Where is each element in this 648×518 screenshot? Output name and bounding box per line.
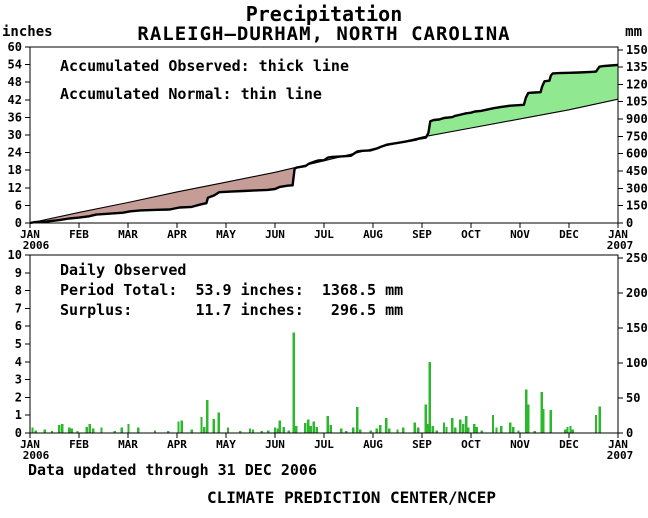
svg-text:5: 5 <box>15 337 22 351</box>
svg-text:JAN: JAN <box>20 438 40 451</box>
svg-text:36: 36 <box>8 110 22 124</box>
svg-text:0: 0 <box>15 426 22 440</box>
svg-text:0: 0 <box>626 216 633 230</box>
svg-text:24: 24 <box>8 146 22 160</box>
legend-observed-label: Accumulated Observed: thick line <box>60 57 349 75</box>
data-updated-note: Data updated through 31 DEC 2006 <box>28 461 317 479</box>
surplus-value: Surplus: 11.7 inches: 296.5 mm <box>60 301 404 319</box>
svg-text:NOV: NOV <box>510 438 530 451</box>
svg-text:42: 42 <box>8 93 22 107</box>
svg-text:FEB: FEB <box>69 228 89 241</box>
left-axis-unit-label: inches <box>2 24 53 40</box>
svg-text:6: 6 <box>15 319 22 333</box>
accumulated-chart: 0612182430364248546001503004506007509001… <box>8 40 648 252</box>
svg-text:DEC: DEC <box>559 438 579 451</box>
svg-text:JUL: JUL <box>314 438 334 451</box>
svg-text:JAN: JAN <box>20 228 40 241</box>
svg-text:JUL: JUL <box>314 228 334 241</box>
svg-text:10: 10 <box>8 248 22 262</box>
svg-text:OCT: OCT <box>461 228 481 241</box>
svg-text:0: 0 <box>626 426 633 440</box>
svg-text:750: 750 <box>626 129 648 143</box>
svg-text:900: 900 <box>626 112 648 126</box>
svg-text:1200: 1200 <box>626 77 648 91</box>
period-total-value: Period Total: 53.9 inches: 1368.5 mm <box>60 281 404 299</box>
svg-text:3: 3 <box>15 373 22 387</box>
svg-text:OCT: OCT <box>461 438 481 451</box>
svg-text:FEB: FEB <box>69 438 89 451</box>
svg-text:6: 6 <box>15 198 22 212</box>
svg-text:30: 30 <box>8 128 22 142</box>
svg-text:1500: 1500 <box>626 43 648 57</box>
daily-observed-heading: Daily Observed <box>60 261 187 279</box>
svg-text:JUN: JUN <box>265 228 285 241</box>
svg-text:AUG: AUG <box>363 228 383 241</box>
station-name: RALEIGH–DURHAM, NORTH CAROLINA <box>137 23 511 45</box>
svg-text:AUG: AUG <box>363 438 383 451</box>
svg-text:450: 450 <box>626 164 648 178</box>
svg-text:300: 300 <box>626 181 648 195</box>
svg-text:2007: 2007 <box>607 449 634 462</box>
svg-text:MAR: MAR <box>118 228 138 241</box>
svg-text:18: 18 <box>8 163 22 177</box>
svg-text:54: 54 <box>8 58 22 72</box>
svg-text:7: 7 <box>15 301 22 315</box>
svg-text:9: 9 <box>15 266 22 280</box>
svg-text:JAN: JAN <box>608 228 628 241</box>
svg-text:1: 1 <box>15 408 22 422</box>
svg-text:2007: 2007 <box>607 239 634 252</box>
svg-text:250: 250 <box>626 251 648 265</box>
svg-text:600: 600 <box>626 147 648 161</box>
svg-text:MAR: MAR <box>118 438 138 451</box>
svg-text:50: 50 <box>626 391 640 405</box>
svg-text:200: 200 <box>626 286 648 300</box>
svg-text:2: 2 <box>15 390 22 404</box>
svg-text:1350: 1350 <box>626 60 648 74</box>
svg-text:100: 100 <box>626 356 648 370</box>
svg-text:SEP: SEP <box>412 438 432 451</box>
svg-text:48: 48 <box>8 75 22 89</box>
svg-text:APR: APR <box>167 438 187 451</box>
right-axis-unit-label: mm <box>625 24 642 40</box>
svg-text:2006: 2006 <box>23 449 50 462</box>
svg-text:150: 150 <box>626 199 648 213</box>
svg-text:12: 12 <box>8 181 22 195</box>
svg-text:0: 0 <box>15 216 22 230</box>
svg-text:MAY: MAY <box>216 228 236 241</box>
svg-text:1050: 1050 <box>626 95 648 109</box>
svg-text:DEC: DEC <box>559 228 579 241</box>
svg-text:4: 4 <box>15 355 22 369</box>
svg-text:60: 60 <box>8 40 22 54</box>
svg-text:8: 8 <box>15 284 22 298</box>
svg-text:NOV: NOV <box>510 228 530 241</box>
page-title: Precipitation <box>245 2 403 26</box>
daily-bars <box>31 332 602 433</box>
svg-text:MAY: MAY <box>216 438 236 451</box>
svg-text:APR: APR <box>167 228 187 241</box>
accumulated-observed-line <box>29 63 619 225</box>
agency-credit: CLIMATE PREDICTION CENTER/NCEP <box>207 488 496 507</box>
svg-text:150: 150 <box>626 321 648 335</box>
svg-text:2006: 2006 <box>23 239 50 252</box>
svg-text:SEP: SEP <box>412 228 432 241</box>
svg-text:JAN: JAN <box>608 438 628 451</box>
legend-normal-label: Accumulated Normal: thin line <box>60 85 322 103</box>
svg-text:JUN: JUN <box>265 438 285 451</box>
